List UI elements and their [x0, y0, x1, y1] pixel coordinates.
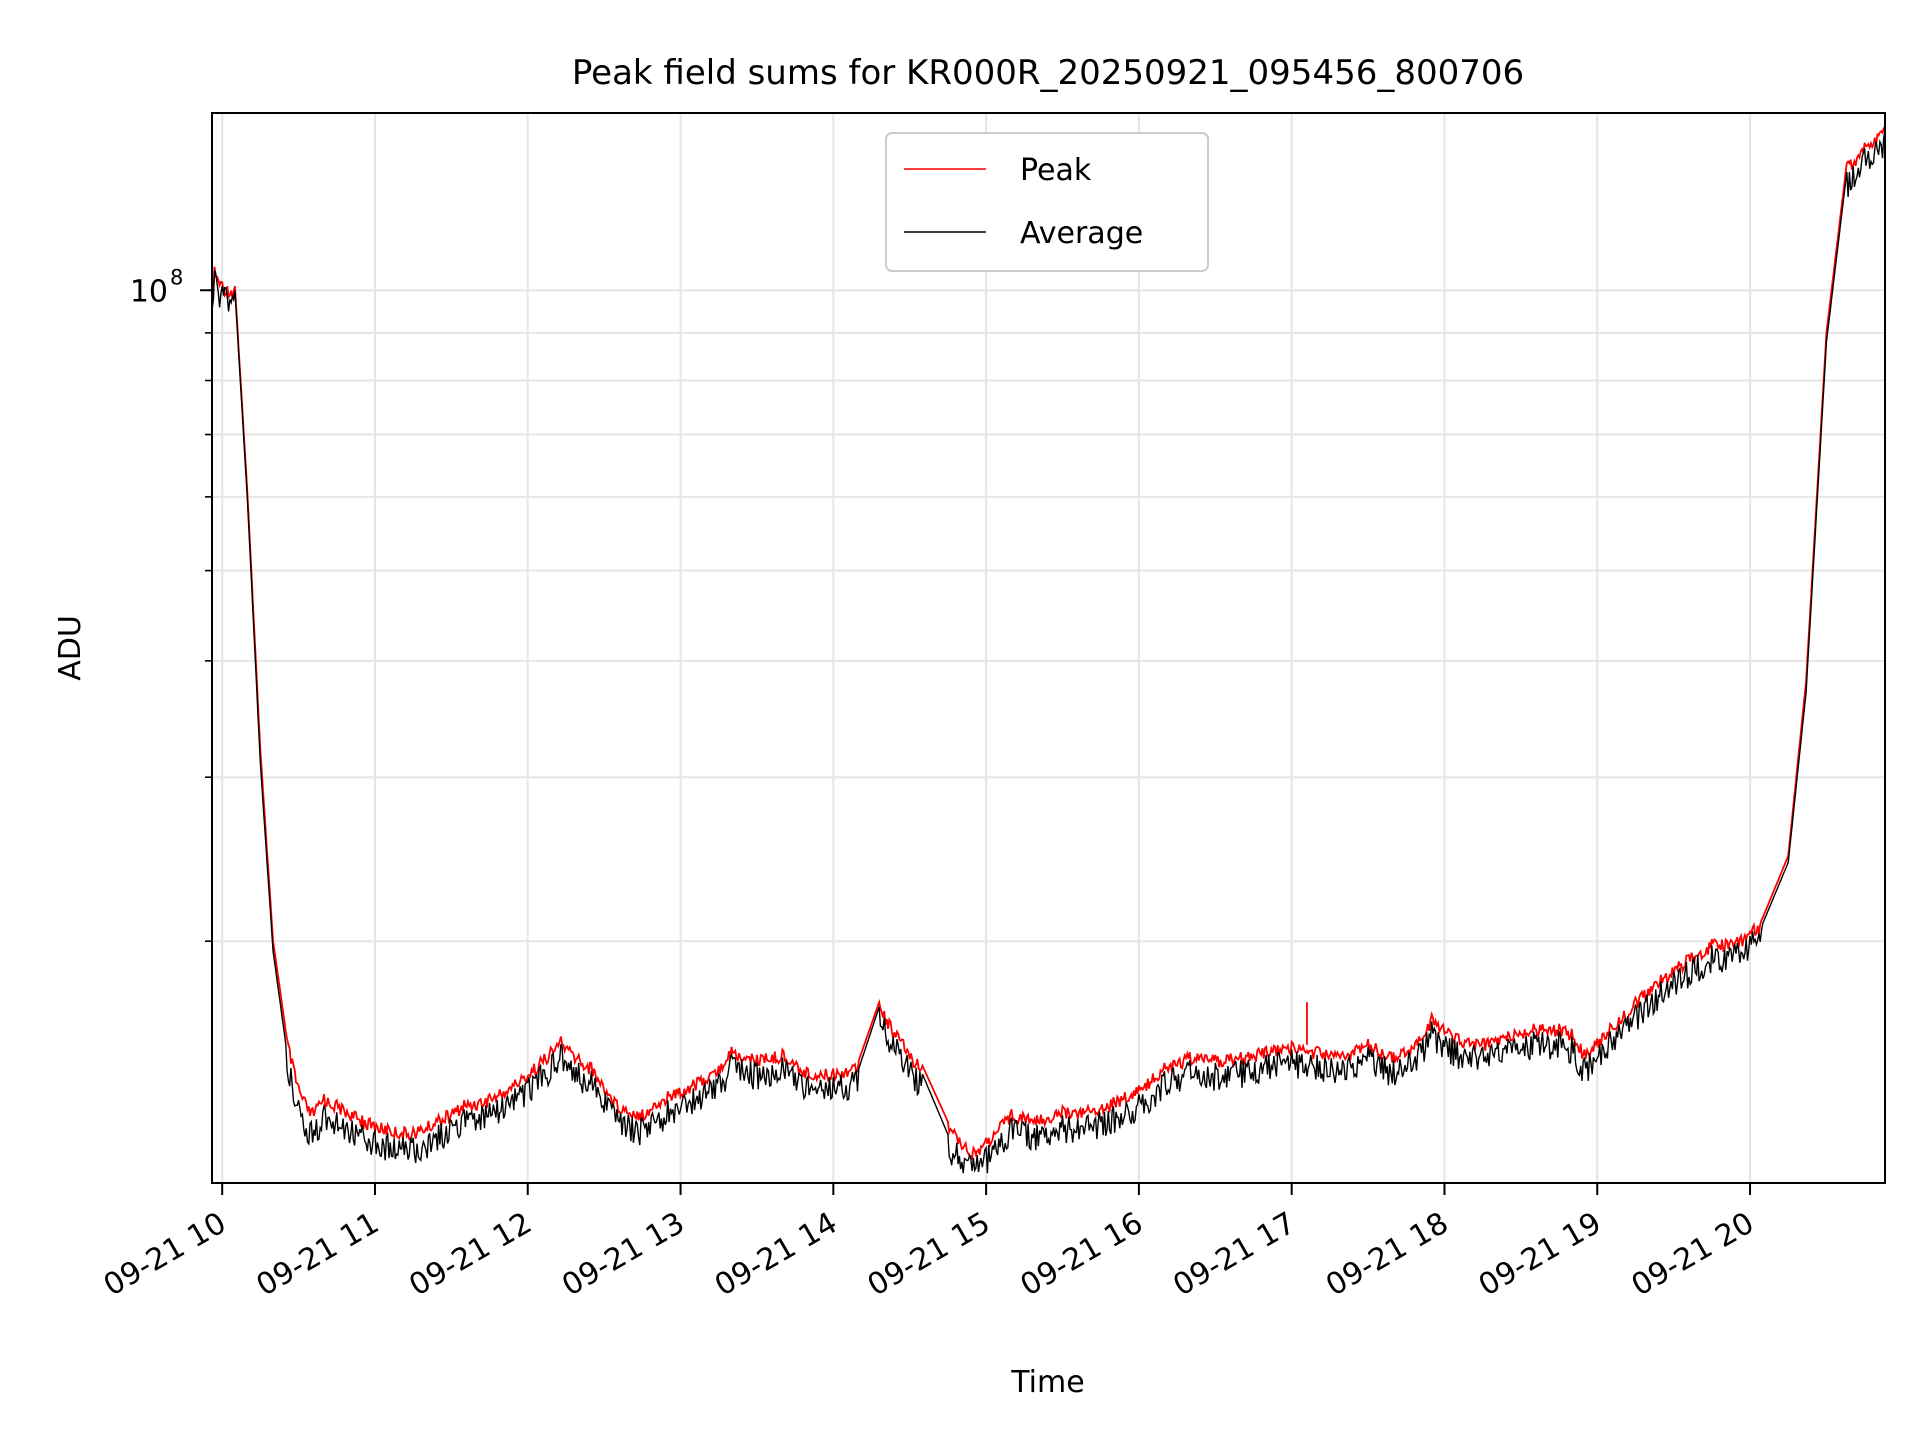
- y-tick-label-exponent: 8: [170, 265, 183, 289]
- plot-series: [212, 125, 1885, 1174]
- y-tick-label: 10: [130, 274, 168, 309]
- series-line-average: [212, 131, 1885, 1174]
- grid: [212, 113, 1885, 1183]
- legend-label-average: Average: [1020, 216, 1143, 251]
- x-axis-label: Time: [1010, 1365, 1084, 1400]
- legend: Peak Average: [885, 132, 1209, 272]
- legend-box: [885, 132, 1209, 272]
- plot-frame: [211, 112, 1886, 1184]
- legend-label-peak: Peak: [1020, 153, 1092, 188]
- chart-title: Peak field sums for KR000R_20250921_0954…: [572, 53, 1524, 93]
- series-line-peak: [212, 125, 1885, 1161]
- y-axis-label: ADU: [53, 615, 88, 681]
- y-axis-ticks: 10 8: [130, 265, 212, 943]
